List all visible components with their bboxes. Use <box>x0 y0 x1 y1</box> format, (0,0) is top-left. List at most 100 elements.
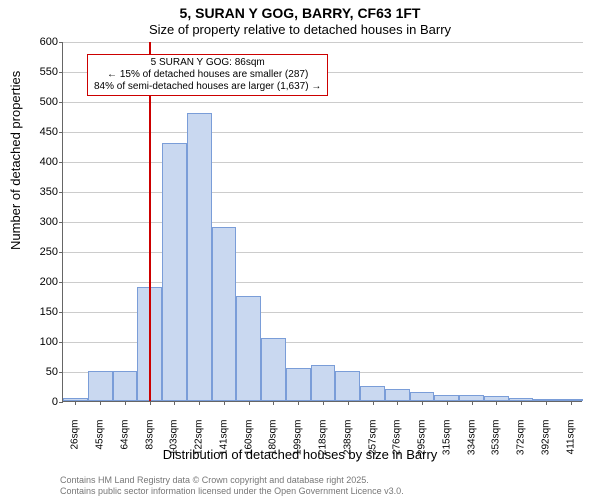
x-tick <box>125 401 126 405</box>
y-tick-label: 600 <box>18 36 58 48</box>
plot-area: 05010015020025030035040045050055060026sq… <box>62 42 582 402</box>
x-tick <box>397 401 398 405</box>
x-tick-label: 141sqm <box>218 420 229 460</box>
x-tick-label: 180sqm <box>268 420 279 460</box>
y-tick-label: 200 <box>18 276 58 288</box>
x-tick <box>422 401 423 405</box>
y-tick <box>59 282 63 283</box>
x-tick <box>472 401 473 405</box>
y-tick <box>59 192 63 193</box>
x-tick-label: 392sqm <box>540 420 551 460</box>
y-tick-label: 400 <box>18 156 58 168</box>
histogram-bar <box>113 371 138 401</box>
attribution-text: Contains HM Land Registry data © Crown c… <box>60 475 404 497</box>
x-tick <box>323 401 324 405</box>
x-tick-label: 295sqm <box>417 420 428 460</box>
y-tick <box>59 402 63 403</box>
y-tick-label: 450 <box>18 126 58 138</box>
attribution-line2: Contains public sector information licen… <box>60 486 404 497</box>
y-tick <box>59 102 63 103</box>
histogram-bar <box>360 386 385 401</box>
chart-title-line2: Size of property relative to detached ho… <box>0 22 600 37</box>
x-tick-label: 160sqm <box>243 420 254 460</box>
x-tick-label: 83sqm <box>144 420 155 460</box>
y-tick <box>59 252 63 253</box>
x-tick-label: 218sqm <box>318 420 329 460</box>
x-tick-label: 372sqm <box>516 420 527 460</box>
histogram-bar <box>236 296 261 401</box>
x-tick <box>447 401 448 405</box>
histogram-bar <box>187 113 212 401</box>
x-tick <box>199 401 200 405</box>
x-tick <box>75 401 76 405</box>
y-tick-label: 350 <box>18 186 58 198</box>
x-tick-label: 26sqm <box>70 420 81 460</box>
histogram-bar <box>261 338 286 401</box>
x-tick-label: 257sqm <box>367 420 378 460</box>
gridline <box>63 102 583 103</box>
gridline <box>63 282 583 283</box>
x-tick-label: 64sqm <box>119 420 130 460</box>
x-tick <box>348 401 349 405</box>
gridline <box>63 162 583 163</box>
x-tick-label: 238sqm <box>342 420 353 460</box>
x-tick <box>496 401 497 405</box>
x-tick <box>546 401 547 405</box>
y-tick <box>59 222 63 223</box>
histogram-bar <box>88 371 113 401</box>
y-tick <box>59 72 63 73</box>
gridline <box>63 192 583 193</box>
y-tick <box>59 342 63 343</box>
histogram-bar <box>162 143 187 401</box>
x-tick <box>521 401 522 405</box>
chart-container: 5, SURAN Y GOG, BARRY, CF63 1FT Size of … <box>0 0 600 500</box>
y-tick-label: 250 <box>18 246 58 258</box>
attribution-line1: Contains HM Land Registry data © Crown c… <box>60 475 404 486</box>
x-tick <box>224 401 225 405</box>
y-tick-label: 100 <box>18 336 58 348</box>
x-tick-label: 103sqm <box>169 420 180 460</box>
histogram-bar <box>212 227 237 401</box>
x-tick <box>273 401 274 405</box>
x-tick-label: 353sqm <box>491 420 502 460</box>
x-tick <box>100 401 101 405</box>
annotation-line2: ← 15% of detached houses are smaller (28… <box>94 69 321 81</box>
x-tick <box>373 401 374 405</box>
x-tick-label: 45sqm <box>95 420 106 460</box>
y-tick-label: 0 <box>18 396 58 408</box>
y-tick <box>59 132 63 133</box>
x-tick-label: 199sqm <box>293 420 304 460</box>
gridline <box>63 222 583 223</box>
annotation-line3: 84% of semi-detached houses are larger (… <box>94 81 321 93</box>
x-tick-label: 315sqm <box>441 420 452 460</box>
x-tick <box>298 401 299 405</box>
annotation-line1: 5 SURAN Y GOG: 86sqm <box>94 57 321 69</box>
x-tick <box>249 401 250 405</box>
gridline <box>63 132 583 133</box>
x-tick <box>571 401 572 405</box>
y-tick <box>59 42 63 43</box>
y-tick-label: 300 <box>18 216 58 228</box>
annotation-box: 5 SURAN Y GOG: 86sqm← 15% of detached ho… <box>87 54 328 96</box>
y-tick-label: 550 <box>18 66 58 78</box>
x-tick-label: 276sqm <box>392 420 403 460</box>
x-tick-label: 334sqm <box>466 420 477 460</box>
histogram-bar <box>335 371 360 401</box>
y-tick-label: 150 <box>18 306 58 318</box>
y-tick <box>59 372 63 373</box>
histogram-bar <box>286 368 311 401</box>
y-tick-label: 500 <box>18 96 58 108</box>
x-tick-label: 122sqm <box>194 420 205 460</box>
gridline <box>63 252 583 253</box>
x-tick <box>150 401 151 405</box>
x-tick <box>174 401 175 405</box>
histogram-bar <box>311 365 336 401</box>
y-tick-label: 50 <box>18 366 58 378</box>
y-tick <box>59 162 63 163</box>
chart-title-line1: 5, SURAN Y GOG, BARRY, CF63 1FT <box>0 5 600 21</box>
histogram-bar <box>385 389 410 401</box>
x-tick-label: 411sqm <box>565 420 576 460</box>
histogram-bar <box>410 392 435 401</box>
gridline <box>63 42 583 43</box>
y-tick <box>59 312 63 313</box>
